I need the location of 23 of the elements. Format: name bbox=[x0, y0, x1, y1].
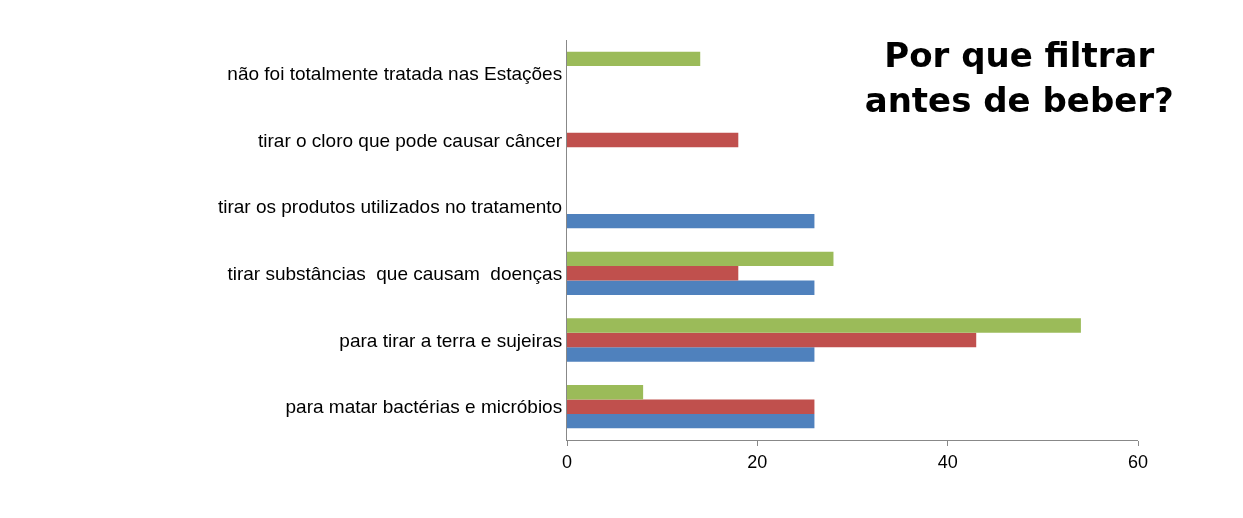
bar bbox=[567, 347, 815, 362]
bar bbox=[567, 332, 977, 348]
x-tick-label: 0 bbox=[561, 451, 573, 472]
bar bbox=[567, 280, 815, 295]
y-tick-label: tirar o cloro que pode causar câncer bbox=[258, 129, 563, 151]
x-tick-label: 20 bbox=[747, 451, 768, 472]
bar bbox=[567, 266, 739, 281]
bar bbox=[567, 413, 815, 429]
bar bbox=[567, 399, 815, 414]
bar bbox=[567, 318, 1081, 333]
y-tick-label: para matar bactérias e micróbios bbox=[285, 396, 563, 418]
y-tick-label: para tirar a terra e sujeiras bbox=[339, 329, 563, 351]
bar bbox=[567, 213, 815, 229]
x-tick-label: 40 bbox=[937, 451, 958, 472]
text: Por que filtrar antes de beber? bbox=[864, 35, 1174, 120]
bar bbox=[567, 251, 834, 267]
x-tick-label: 60 bbox=[1127, 451, 1149, 472]
y-tick-label: tirar os produtos utilizados no tratamento bbox=[217, 196, 563, 218]
y-tick-label: tirar substâncias que causam doenças bbox=[227, 262, 563, 284]
bar bbox=[567, 132, 739, 148]
bar bbox=[567, 385, 644, 400]
bar bbox=[567, 51, 701, 67]
y-tick-label: não foi totalmente tratada nas Estações bbox=[227, 62, 563, 84]
